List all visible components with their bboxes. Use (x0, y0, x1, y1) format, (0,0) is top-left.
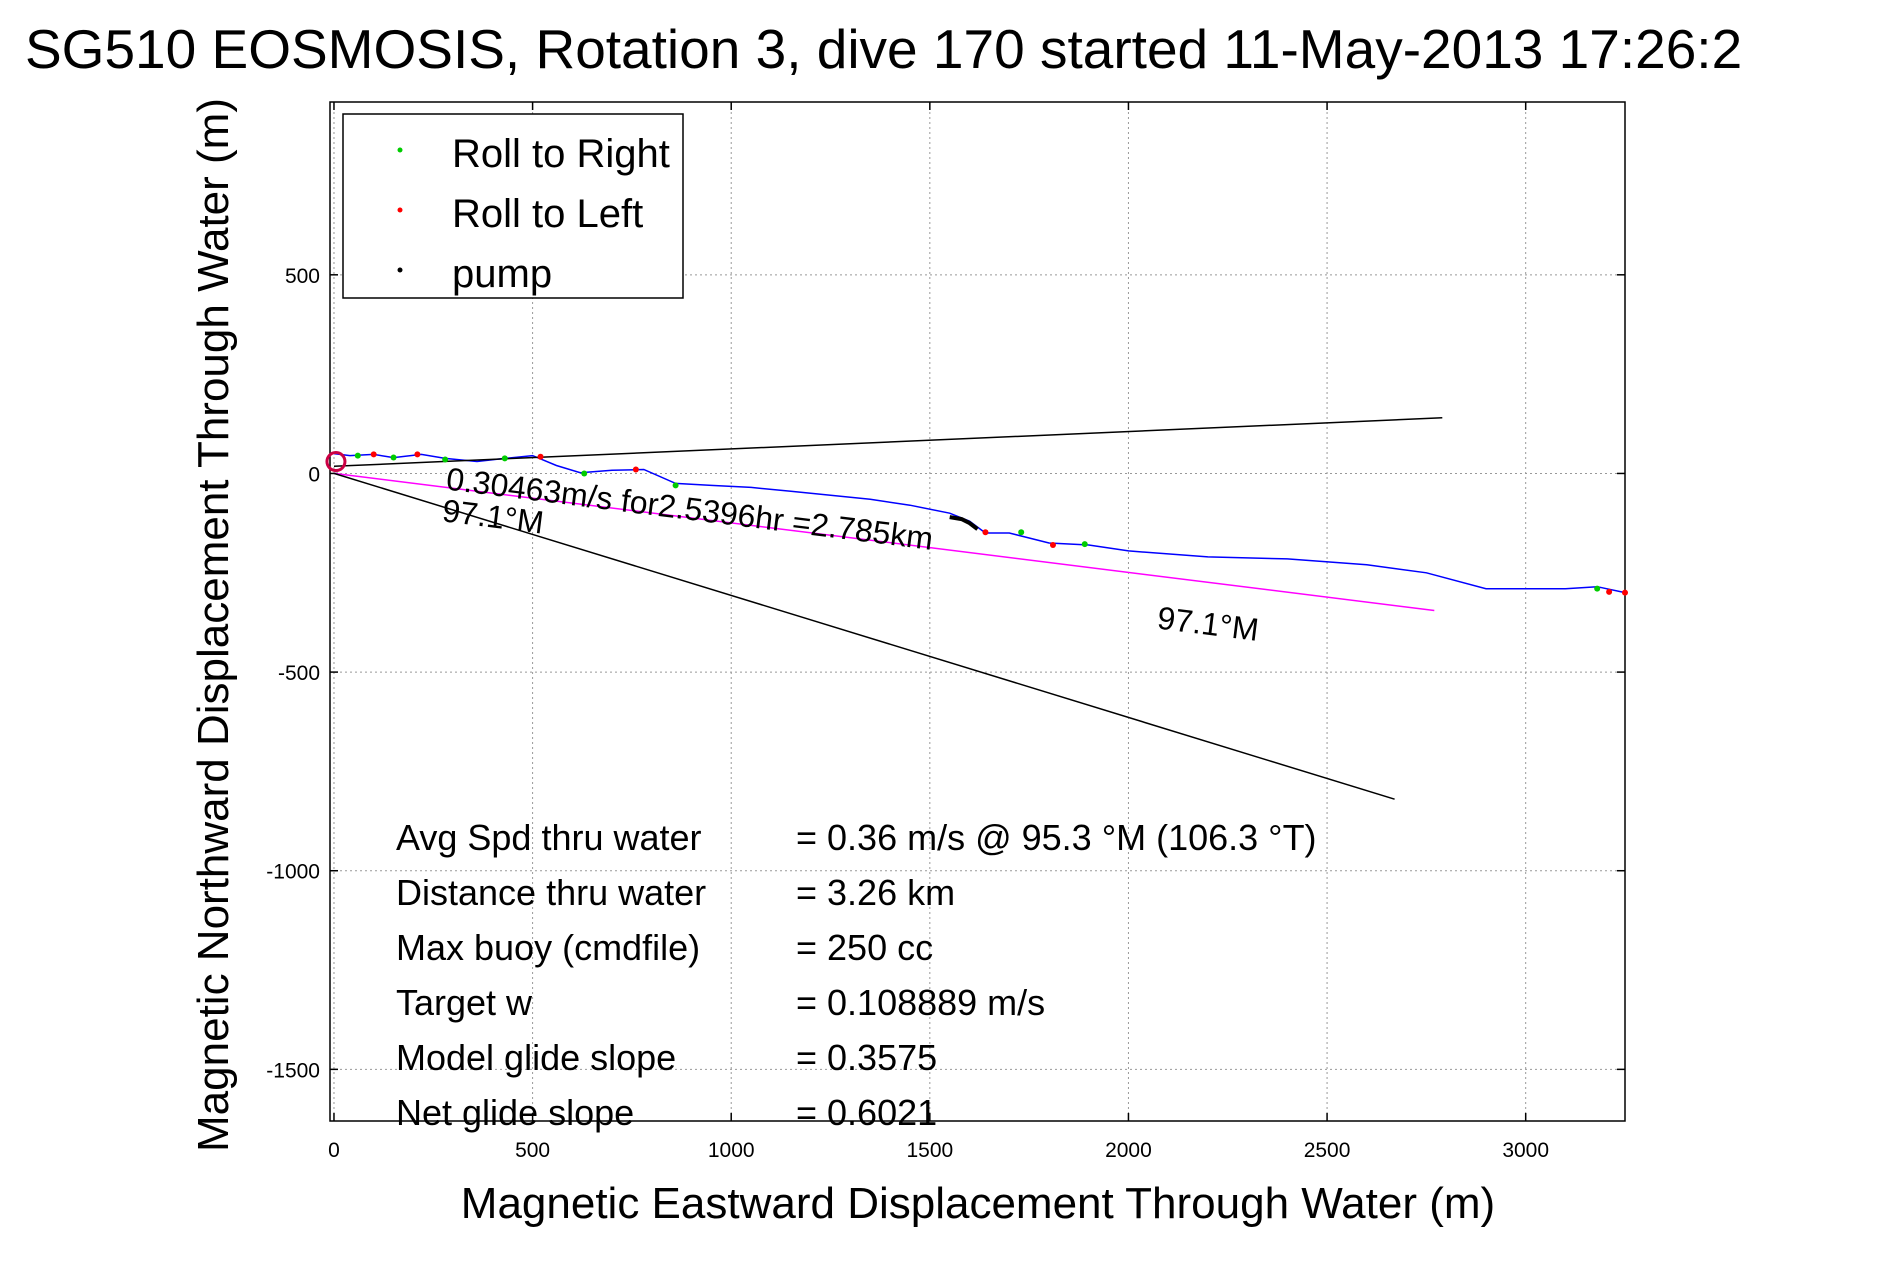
y-tick-label: 500 (285, 265, 320, 288)
legend: Roll to Right Roll to Left pump (342, 113, 684, 299)
start-loop-marker (325, 451, 347, 473)
x-tick-label: 2500 (1304, 1139, 1351, 1162)
series-line-5 (333, 417, 1443, 468)
stat-label-3: Target w (396, 982, 533, 1023)
stats-block: Avg Spd thru water = 0.36 m/s @ 95.3 °M (… (396, 817, 1317, 1133)
series-marker-1-0 (354, 452, 361, 459)
annotation-2: 97.1°M (1155, 600, 1260, 648)
y-tick-label: -1000 (266, 861, 320, 884)
legend-box (342, 113, 684, 299)
series-marker-2-3 (632, 466, 639, 473)
series-marker-2-1 (414, 451, 421, 458)
legend-marker-2 (397, 267, 403, 273)
series-marker-2-0 (370, 451, 377, 458)
series-lines (333, 417, 1626, 800)
series-marker-2-6 (1606, 588, 1613, 595)
stat-value-3: = 0.108889 m/s (796, 982, 1045, 1023)
series-line-6 (333, 472, 1395, 800)
plot-area (329, 101, 1626, 1122)
y-tick-label: 0 (308, 463, 320, 486)
stat-label-0: Avg Spd thru water (396, 817, 702, 858)
series-marker-2-7 (1622, 589, 1628, 596)
series-marker-1-7 (1081, 541, 1088, 548)
series-marker-1-2 (442, 456, 449, 463)
stat-label-2: Max buoy (cmdfile) (396, 927, 700, 968)
x-tick-label: 3000 (1502, 1139, 1549, 1162)
series-marker-2-5 (1049, 541, 1056, 548)
series-marker-1-4 (581, 470, 588, 477)
series-marker-1-8 (1594, 585, 1601, 592)
stat-label-4: Model glide slope (396, 1037, 676, 1078)
stat-value-5: = 0.6021 (796, 1092, 937, 1133)
legend-label-1: Roll to Left (452, 192, 643, 236)
stat-value-0: = 0.36 m/s @ 95.3 °M (106.3 °T) (796, 817, 1317, 858)
x-axis-label: Magnetic Eastward Displacement Through W… (461, 1179, 1495, 1228)
chart-title: SG510 EOSMOSIS, Rotation 3, dive 170 sta… (25, 18, 1742, 80)
series-line-4 (333, 472, 1435, 612)
x-tick-label: 2000 (1105, 1139, 1152, 1162)
x-tick-label: 0 (328, 1139, 340, 1162)
series-marker-2-2 (537, 453, 544, 460)
series-marker-1-6 (1018, 529, 1025, 536)
y-axis-label: Magnetic Northward Displacement Through … (189, 98, 238, 1152)
legend-label-0: Roll to Right (452, 132, 670, 176)
stat-label-5: Net glide slope (396, 1092, 634, 1133)
x-tick-label: 1500 (906, 1139, 953, 1162)
series-marker-1-5 (672, 482, 679, 489)
y-tick-label: -1500 (266, 1059, 320, 1082)
legend-label-2: pump (452, 252, 552, 296)
stat-value-2: = 250 cc (796, 927, 933, 968)
x-axis-ticks: 0 500 1000 1500 2000 2500 3000 (328, 102, 1549, 1162)
series-marker-2-4 (982, 529, 989, 536)
annotations: 0.30463m/s for2.5396hr =2.785km97.1°M97.… (440, 461, 1260, 648)
stat-label-1: Distance thru water (396, 872, 706, 913)
series-marker-1-1 (390, 454, 397, 461)
series-marker-1-3 (501, 455, 508, 462)
legend-marker-0 (397, 147, 403, 153)
x-tick-label: 1000 (708, 1139, 755, 1162)
stat-value-1: = 3.26 km (796, 872, 955, 913)
series-markers (325, 451, 1628, 596)
x-tick-label: 500 (515, 1139, 550, 1162)
legend-marker-1 (397, 207, 403, 213)
stat-value-4: = 0.3575 (796, 1037, 937, 1078)
y-tick-label: -500 (278, 662, 320, 685)
series-line-3 (949, 515, 979, 531)
